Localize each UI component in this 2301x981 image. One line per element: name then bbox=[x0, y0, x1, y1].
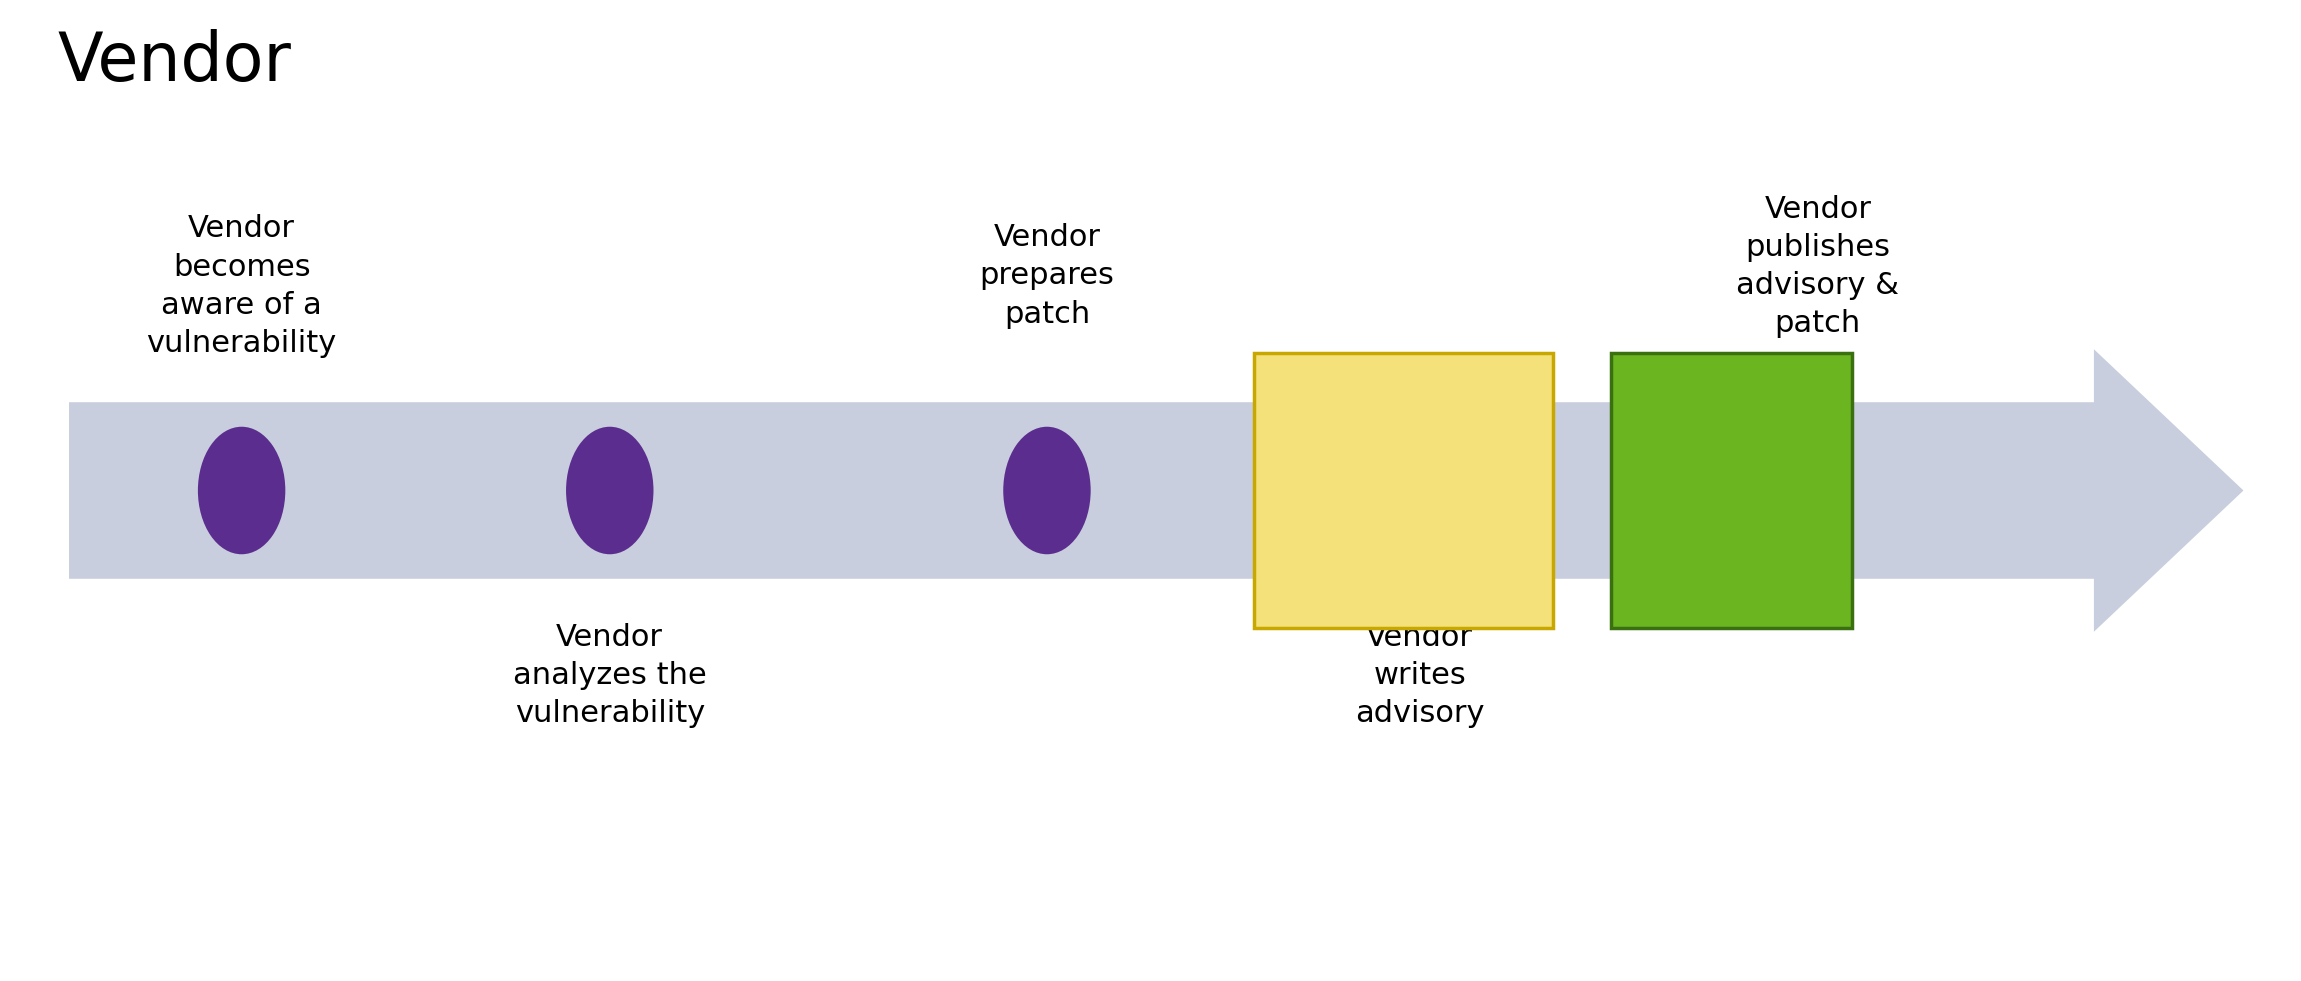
Text: Vendor: Vendor bbox=[58, 29, 292, 95]
Text: CSAF
trusted
provider: CSAF trusted provider bbox=[1666, 436, 1797, 545]
Text: Vendor
publishes
advisory &
patch: Vendor publishes advisory & patch bbox=[1737, 195, 1898, 338]
Text: Vendor
analyzes the
vulnerability: Vendor analyzes the vulnerability bbox=[513, 623, 706, 728]
Text: Vendor
becomes
aware of a
vulnerability: Vendor becomes aware of a vulnerability bbox=[147, 215, 336, 358]
Ellipse shape bbox=[566, 427, 653, 554]
FancyBboxPatch shape bbox=[1254, 353, 1553, 628]
FancyBboxPatch shape bbox=[1611, 353, 1852, 628]
Ellipse shape bbox=[1003, 427, 1091, 554]
Polygon shape bbox=[69, 349, 2243, 632]
Ellipse shape bbox=[198, 427, 285, 554]
Text: CSAF content
management
system: CSAF content management system bbox=[1298, 436, 1509, 545]
Text: Vendor
prepares
patch: Vendor prepares patch bbox=[980, 224, 1114, 329]
Text: Vendor
writes
advisory: Vendor writes advisory bbox=[1355, 623, 1484, 728]
